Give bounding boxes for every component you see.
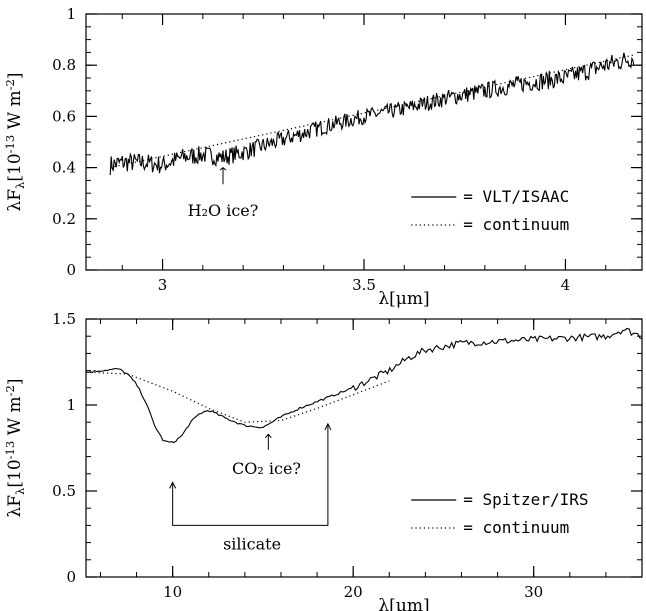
- x-tick-label: 30: [524, 583, 543, 601]
- legend-label: = Spitzer/IRS: [463, 490, 588, 509]
- silicate-arrowhead-right: [324, 422, 332, 431]
- x-tick-label: 4: [561, 276, 571, 294]
- legend-label: = continuum: [463, 215, 569, 234]
- annotation-silicate: silicate: [223, 534, 281, 553]
- y-tick-label: 0: [66, 568, 76, 586]
- x-tick-label: 20: [344, 583, 363, 601]
- bottom-panel: 0 0.5 1 1.5 10 20 30 λ[μm] λFλ​[10-13​ W m-2​] = …: [3, 310, 643, 611]
- y-tick-label: 0.4: [52, 159, 76, 177]
- annotation-co2-ice: CO₂ ice?: [232, 459, 301, 478]
- legend-label: = continuum: [463, 518, 569, 537]
- y-tick-label: 0.8: [52, 56, 76, 74]
- x-tick-label: 3.5: [352, 276, 376, 294]
- y-tick-label: 0.2: [52, 210, 76, 228]
- y-tick-label: 1: [66, 5, 76, 23]
- y-tick-label: 1: [66, 396, 76, 414]
- spectrum-line: [85, 327, 643, 444]
- silicate-arrowhead-left: [169, 481, 177, 489]
- y-tick-label: 0: [66, 261, 76, 279]
- continuum-line: [85, 371, 390, 423]
- annotation-arrowhead: [264, 433, 272, 439]
- legend-label: = VLT/ISAAC: [463, 187, 569, 206]
- top-panel: 0 0.2 0.4 0.6 0.8 1 3 3.5 4 λ[μm] λFλ​[10-13​ W m-…: [3, 5, 643, 309]
- y-tick-label: 1.5: [52, 310, 76, 328]
- x-tick-label: 3: [158, 276, 168, 294]
- annotation-arrowhead: [219, 166, 227, 171]
- y-axis-label: λFλ​[10-13​ W m-2​]: [3, 378, 27, 517]
- spectrum-line: [109, 52, 635, 176]
- annotation-h2o-ice: H₂O ice?: [188, 201, 259, 220]
- y-tick-label: 0.6: [52, 107, 76, 125]
- y-axis-label: λFλ​[10-13​ W m-2​]: [3, 72, 27, 211]
- plot-frame: [85, 318, 643, 578]
- x-axis-label: λ[μm]: [378, 596, 429, 611]
- x-tick-label: 10: [163, 583, 182, 601]
- y-tick-label: 0.5: [52, 482, 76, 500]
- x-axis-label: λ[μm]: [378, 289, 429, 309]
- silicate-bracket: [172, 423, 329, 526]
- continuum-line: [110, 54, 635, 169]
